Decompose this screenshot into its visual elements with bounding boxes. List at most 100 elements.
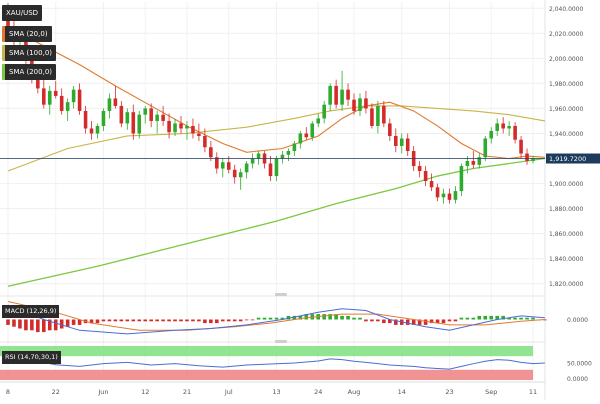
macd-histogram-bar [77, 319, 82, 325]
x-tick-label: Jul [224, 388, 233, 396]
rsi-line [7, 355, 545, 370]
macd-histogram-bar [501, 315, 505, 320]
candle-body [161, 114, 165, 121]
rsi-label[interactable]: RSI (14,70,30,1) [2, 351, 61, 364]
macd-histogram-bar [137, 319, 142, 322]
macd-histogram-bar [24, 319, 28, 331]
current-price-label: 1,919.7200 [549, 155, 586, 163]
macd-histogram-bar [411, 319, 416, 325]
x-tick-label: Aug [348, 388, 361, 396]
candle-body [185, 125, 189, 129]
macd-histogram-bar [525, 317, 529, 320]
x-tick-label: 14 [398, 388, 406, 396]
y-tick-label: 1,900.0000 [549, 181, 584, 188]
rsi-50-label: 50.0000 [567, 361, 592, 368]
sma20-label[interactable]: SMA (20,0) [2, 26, 52, 42]
current-price-box [546, 153, 600, 164]
macd-histogram-bar [292, 315, 297, 320]
candle-body [232, 169, 237, 178]
candle-body [388, 123, 392, 136]
macd-histogram-bar [513, 317, 517, 320]
macd-histogram-bar [417, 319, 422, 325]
macd-histogram-bar [244, 319, 249, 321]
rsi-overbought-zone [0, 346, 533, 357]
macd-resize-handle[interactable] [275, 293, 287, 296]
rsi-resize-handle[interactable] [275, 340, 287, 343]
macd-line [7, 304, 545, 335]
macd-histogram-bar [250, 319, 255, 321]
macd-histogram-bar [30, 319, 34, 331]
candle-body [36, 79, 40, 89]
y-tick-label: 1,980.0000 [549, 81, 584, 88]
macd-histogram-bar [113, 319, 118, 322]
candle-body [107, 98, 112, 111]
candle-body [435, 187, 440, 198]
candle-body [53, 90, 58, 96]
candle-body [483, 138, 488, 158]
macd-histogram-bar [89, 319, 94, 324]
x-tick-label: 13 [272, 388, 280, 396]
candle-body [149, 108, 153, 121]
x-tick-label: 12 [141, 388, 149, 396]
candle-body [83, 110, 88, 129]
candle-body [477, 157, 482, 165]
macd-histogram-bar [507, 317, 511, 320]
candle-body [298, 133, 303, 144]
sma100-label[interactable]: SMA (100,0) [2, 45, 56, 61]
candle-body [292, 143, 297, 152]
candle-body [173, 123, 177, 133]
macd-histogram-bar [483, 315, 488, 320]
x-tick-label: 24 [314, 388, 322, 396]
x-tick-label: 8 [6, 388, 10, 396]
macd-histogram-bar [280, 317, 285, 320]
y-tick-label: 1,840.0000 [549, 256, 584, 263]
candle-body [531, 158, 535, 162]
macd-histogram-bar [471, 317, 476, 320]
candle-body [244, 163, 249, 173]
candle-body [42, 88, 46, 105]
macd-histogram-bar [95, 319, 100, 324]
macd-histogram-bar [18, 319, 22, 329]
sma200-label[interactable]: SMA (200,0) [2, 64, 56, 80]
candle-body [507, 125, 511, 129]
candle-body [47, 90, 52, 105]
candle-body [364, 98, 368, 109]
macd-histogram-bar [459, 317, 464, 320]
macd-histogram-bar [47, 319, 52, 331]
macd-histogram-bar [322, 314, 326, 320]
macd-histogram-bar [531, 317, 535, 320]
candle-body [286, 151, 291, 155]
candle-body [310, 123, 315, 138]
macd-histogram-bar [429, 319, 434, 324]
candle-body [393, 135, 398, 146]
candle-body [167, 120, 171, 133]
macd-histogram-bar [65, 319, 70, 327]
macd-histogram-bar [256, 317, 261, 320]
macd-histogram-bar [125, 319, 130, 322]
macd-histogram-bar [346, 315, 350, 320]
candle-body [101, 110, 106, 126]
y-tick-label: 2,000.0000 [549, 56, 584, 63]
y-tick-label: 1,960.0000 [549, 106, 584, 113]
candle-body [328, 85, 332, 105]
candle-body [519, 139, 523, 154]
macd-histogram-bar [441, 319, 446, 324]
candle-body [131, 112, 136, 134]
candle-body [268, 163, 273, 177]
candle-body [370, 108, 374, 126]
candle-body [352, 99, 356, 111]
macd-histogram-bar [173, 319, 177, 322]
candle-body [209, 147, 213, 158]
candle-body [417, 166, 422, 172]
macd-label[interactable]: MACD (12,26,9) [2, 305, 60, 318]
x-tick-label: 22 [52, 388, 60, 396]
candle-body [423, 171, 428, 182]
macd-histogram-bar [382, 319, 386, 324]
candle-body [113, 98, 118, 106]
symbol-label[interactable]: XAU/USD [2, 5, 43, 21]
macd-histogram-bar [328, 314, 332, 320]
candle-body [501, 123, 505, 129]
macd-histogram-bar [71, 319, 76, 325]
macd-histogram-bar [423, 319, 428, 325]
